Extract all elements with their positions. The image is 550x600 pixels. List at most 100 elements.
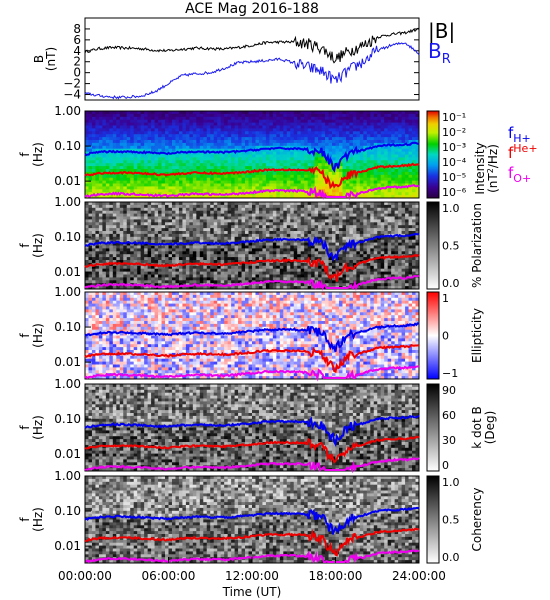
colorbar-label: (Deg) xyxy=(483,411,497,445)
magnetic-field-axes xyxy=(84,17,420,101)
f-axis-label: f xyxy=(18,517,32,522)
f-tick-label: 0.01 xyxy=(54,355,81,369)
colorbar-tick-label: 10⁻⁴ xyxy=(442,156,467,169)
polarization-panel: 1.00 0.10 0.01 f (Hz) 1.0 0.5 0.0 % Polarization xyxy=(18,195,484,291)
colorbar-label: k dot B xyxy=(470,406,484,448)
colorbar-tick-label: 0.0 xyxy=(442,277,460,290)
f-tick-label: 0.01 xyxy=(54,447,81,461)
gyrofrequency-Heplus-line xyxy=(84,162,420,190)
f-axis-unit: (Hz) xyxy=(31,507,45,532)
magnetic-field-ylabel-unit: (nT) xyxy=(44,47,58,71)
colorbar xyxy=(426,383,440,472)
colorbar-tick-label: 10⁻³ xyxy=(442,141,466,154)
f-tick-label: 1.00 xyxy=(54,377,81,391)
ellipticity-panel: 1.00 0.10 0.01 f (Hz) 1 0 −1 Ellipticity xyxy=(18,285,484,382)
legend-f-Hplus: fH+ xyxy=(508,124,531,145)
legend-f-Oplus: fO+ xyxy=(508,164,531,185)
colorbar-tick-label: 0.5 xyxy=(442,240,460,253)
legend-b-total: |B| xyxy=(428,19,455,43)
b-y-tick-label: 6 xyxy=(73,33,81,47)
gyrofrequency-Oplus-line xyxy=(84,457,420,474)
colorbar-tick-label: 0 xyxy=(442,330,449,343)
b-y-tick-label: 2 xyxy=(73,55,81,69)
f-axis-label: f xyxy=(18,333,32,338)
colorbar-tick-label: 1 xyxy=(442,292,449,305)
colorbar-tick-label: 30 xyxy=(442,434,456,447)
colorbar-tick-label: 10⁻⁵ xyxy=(442,171,466,184)
magnetic-field-ylabel: B xyxy=(32,55,46,63)
f-tick-label: 0.01 xyxy=(54,265,81,279)
f-axis-label: f xyxy=(18,425,32,430)
colorbar-tick-label: 10⁻¹ xyxy=(442,111,466,124)
f-tick-label: 1.00 xyxy=(54,195,81,209)
f-tick-label: 1.00 xyxy=(54,469,81,483)
spectrogram-panels: 1.000.100.01f (Hz)10⁻¹10⁻²10⁻³10⁻⁴10⁻⁵10⁻… xyxy=(18,104,538,564)
legend-f-Heplus: fHe+ xyxy=(508,142,538,162)
f-axis-label: f xyxy=(18,152,32,157)
gyrofrequency-Hplus-line xyxy=(84,232,420,262)
polarization-spectrogram xyxy=(85,202,420,290)
x-tick-label: 24:00:00 xyxy=(392,569,446,583)
gyrofrequency-Hplus-line xyxy=(84,414,420,448)
x-tick-label: 12:00:00 xyxy=(225,569,279,583)
b-y-tick-label: −2 xyxy=(63,77,81,91)
figure-title: ACE Mag 2016-188 xyxy=(185,1,319,17)
colorbar xyxy=(426,201,440,290)
ellipticity-spectrogram xyxy=(85,292,420,380)
b-r-line xyxy=(84,41,420,100)
f-tick-label: 1.00 xyxy=(54,285,81,299)
f-tick-label: 0.10 xyxy=(54,230,81,244)
b-y-tick-label: 4 xyxy=(73,44,81,58)
gyrofrequency-Heplus-line xyxy=(84,253,420,282)
gyrofrequency-Heplus-line xyxy=(84,343,420,374)
f-axis-unit: (Hz) xyxy=(31,142,45,167)
wave-normal-angle-panel: 1.00 0.10 0.01 f (Hz) 90 60 30 0 k dot B (Deg) xyxy=(18,377,497,474)
b-total-line xyxy=(84,27,420,64)
colorbar-label: Intensity xyxy=(473,142,487,194)
colorbar-tick-label: 0.5 xyxy=(442,514,460,527)
b-y-tick-label: 8 xyxy=(73,22,81,36)
f-axis-label: f xyxy=(18,243,32,248)
coherency-panel: 1.00 0.10 0.01 f (Hz) 1.0 0.5 0.0 Coherency xyxy=(18,469,484,564)
gyrofrequency-Oplus-line xyxy=(84,183,420,201)
colorbar-label: Coherency xyxy=(470,487,484,551)
colorbar xyxy=(426,291,440,380)
time-axis: 00:00:00 06:00:00 12:00:00 18:00:00 24:00:00 xyxy=(58,557,446,583)
x-tick-label: 00:00:00 xyxy=(58,569,112,583)
colorbar-tick-label: −1 xyxy=(442,367,458,380)
colorbar-tick-label: 0.0 xyxy=(442,551,460,564)
f-tick-label: 1.00 xyxy=(54,104,81,118)
f-tick-label: 0.10 xyxy=(54,139,81,153)
b-y-tick-label: 0 xyxy=(73,66,81,80)
x-tick-label: 06:00:00 xyxy=(142,569,196,583)
f-tick-label: 0.10 xyxy=(54,504,81,518)
colorbar-tick-label: 60 xyxy=(442,409,456,422)
f-axis-unit: (Hz) xyxy=(31,415,45,440)
f-axis-unit: (Hz) xyxy=(31,233,45,258)
x-tick-label: 18:00:00 xyxy=(309,569,363,583)
colorbar-tick-label: 90 xyxy=(442,384,456,397)
colorbar-tick-label: 10⁻⁶ xyxy=(442,186,467,199)
gyrofrequency-Heplus-line xyxy=(84,435,420,464)
f-tick-label: 0.01 xyxy=(54,174,81,188)
b-y-tick-label: −4 xyxy=(63,88,81,102)
gyrofrequency-Hplus-line xyxy=(84,141,419,173)
colorbar xyxy=(426,110,440,199)
gyrofrequency-Hplus-line xyxy=(84,322,420,352)
coherency-spectrogram xyxy=(85,476,420,564)
gyrofrequency-Oplus-line xyxy=(84,365,420,382)
magnetic-field-lines xyxy=(84,27,420,100)
gyrofrequency-Heplus-line xyxy=(84,527,420,557)
x-axis-label: Time (UT) xyxy=(222,585,282,599)
gyrofrequency-Oplus-line xyxy=(84,274,420,291)
f-axis-unit: (Hz) xyxy=(31,323,45,348)
colorbar-tick-label: 0 xyxy=(442,459,449,472)
f-tick-label: 0.10 xyxy=(54,320,81,334)
power-spectral-density-spectrogram xyxy=(85,111,420,199)
colorbar-tick-label: 1.0 xyxy=(442,202,460,215)
f-tick-label: 0.01 xyxy=(54,539,81,553)
colorbar xyxy=(426,475,440,564)
colorbar-tick-label: 10⁻² xyxy=(442,126,466,139)
